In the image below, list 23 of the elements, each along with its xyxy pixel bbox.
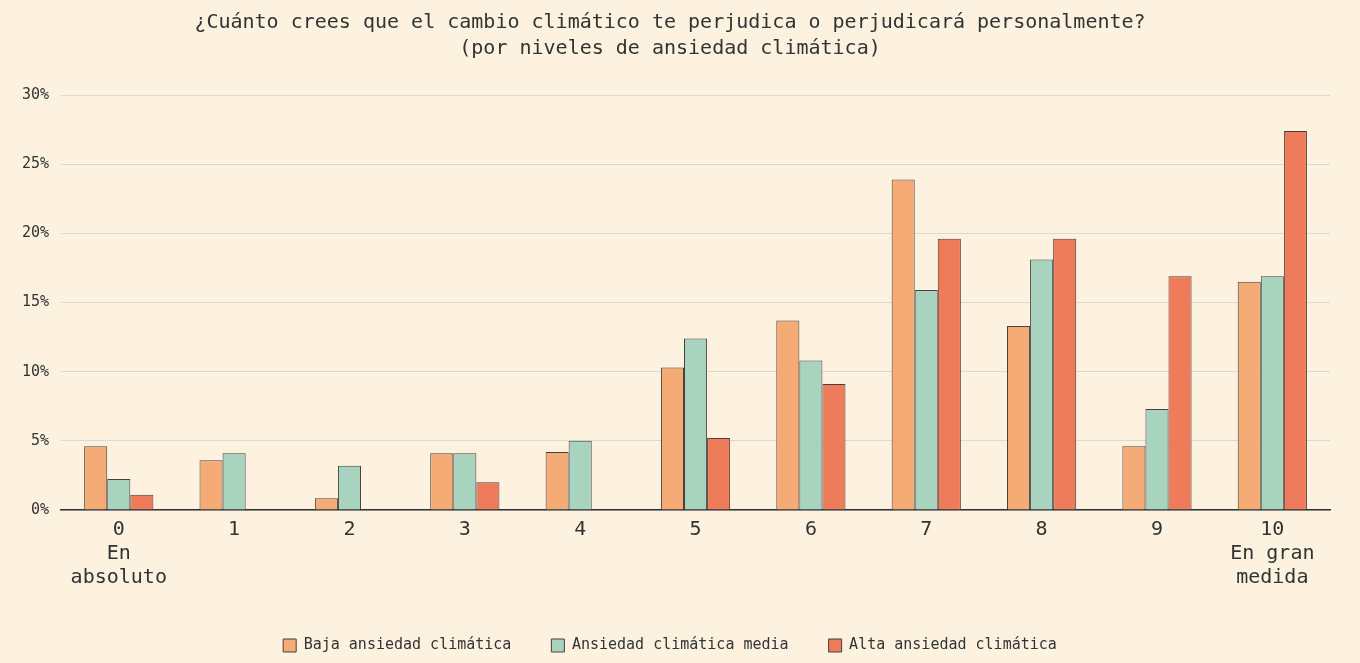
x-tick-label: 9 xyxy=(1150,516,1163,541)
legend-label: Alta ansiedad climática xyxy=(849,635,1057,654)
y-tick-label: 20% xyxy=(22,223,50,242)
y-tick-label: 5% xyxy=(31,430,50,449)
y-tick-label: 0% xyxy=(31,499,50,518)
y-tick-label: 10% xyxy=(22,361,50,380)
x-tick-label: 7 xyxy=(920,516,933,541)
x-tick-label: 5 xyxy=(689,516,702,541)
x-tick-label: 10 En gran medida xyxy=(1230,516,1315,589)
y-tick-label: 15% xyxy=(22,292,50,311)
x-tick-label: 2 xyxy=(343,516,356,541)
y-tick-label: 30% xyxy=(22,84,50,103)
legend-label: Ansiedad climática media xyxy=(571,635,789,654)
legend-label: Baja ansiedad climática xyxy=(303,635,512,654)
x-tick-label: 8 xyxy=(1035,516,1048,541)
x-tick-label: 0 En absoluto xyxy=(70,516,167,589)
x-tick-label: 3 xyxy=(458,516,471,541)
chart-subtitle: (por niveles de ansiedad climática) xyxy=(459,35,881,60)
x-tick-label: 4 xyxy=(574,516,587,541)
chart-title: ¿Cuánto crees que el cambio climático te perjudica o perjudicará personalmente? xyxy=(194,9,1146,34)
x-tick-label: 1 xyxy=(228,516,241,541)
y-tick-label: 25% xyxy=(22,154,50,173)
x-tick-label: 6 xyxy=(804,516,817,541)
